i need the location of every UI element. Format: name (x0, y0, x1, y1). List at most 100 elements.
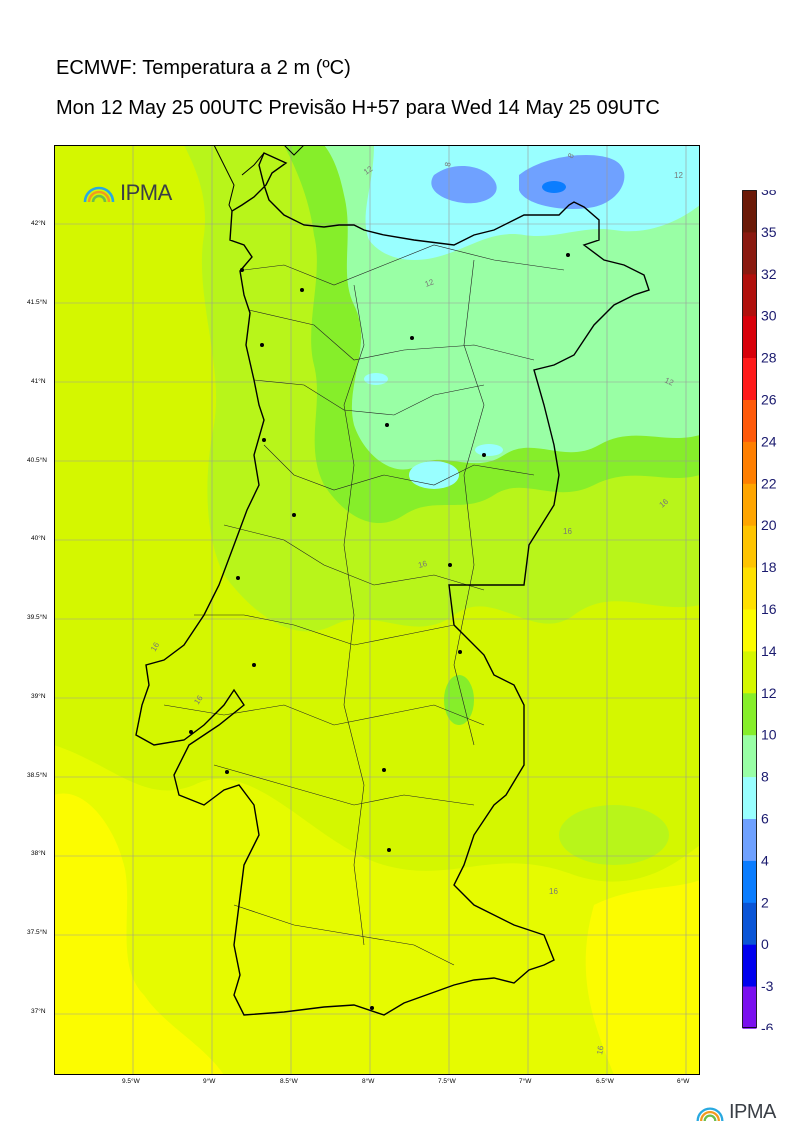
lat-tick: 41°N (31, 378, 46, 385)
colorbar-block (742, 525, 757, 568)
colorbar-block (742, 483, 757, 526)
colorbar-label: 24 (761, 433, 777, 449)
colorbar-block (742, 819, 757, 862)
colorbar-block (742, 316, 757, 359)
colorbar-label: 2 (761, 894, 769, 910)
rainbow-icon (696, 1106, 724, 1121)
galicia-coast (213, 145, 305, 212)
chart-subtitle: Mon 12 May 25 00UTC Previsão H+57 para W… (56, 97, 660, 119)
lon-tick: 8°W (362, 1078, 375, 1085)
field-18-west (54, 793, 224, 1075)
lat-tick: 40.5°N (27, 457, 47, 464)
cool-pocket (475, 444, 503, 456)
contour-label: 16 (563, 527, 572, 536)
colorbar-label: 26 (761, 392, 777, 408)
cool-pocket (409, 461, 459, 489)
field-4-6-northeast (542, 181, 566, 193)
lon-tick: 6°W (677, 1078, 690, 1085)
ipma-logo-map: IPMA (82, 180, 172, 206)
lon-tick: 7°W (519, 1078, 532, 1085)
colorbar-block (742, 400, 757, 443)
colorbar-block (742, 567, 757, 610)
lon-tick: 8.5°W (280, 1078, 298, 1085)
colorbar-block (742, 944, 757, 987)
lat-tick: 37.5°N (27, 929, 47, 936)
cool-pocket (364, 373, 388, 385)
contour-label: 12 (674, 171, 683, 180)
cool-pocket (559, 805, 669, 865)
ipma-logo-bottom: IPMA (695, 1101, 776, 1124)
district-boundaries (163, 244, 565, 966)
colorbar-blocks (742, 190, 757, 1029)
colorbar-label: 6 (761, 811, 769, 827)
colorbar-label: 32 (761, 266, 777, 282)
lat-tick: 38°N (31, 850, 46, 857)
colorbar-label: 10 (761, 727, 777, 743)
lat-tick: 40°N (31, 535, 46, 542)
colorbar-block (742, 902, 757, 945)
colorbar-label: 0 (761, 936, 769, 952)
colorbar-label: 14 (761, 643, 777, 659)
contour-label: 16 (595, 1044, 606, 1055)
portugal-border (135, 152, 650, 1016)
colorbar-label: 20 (761, 517, 777, 533)
city-points (189, 253, 570, 1010)
colorbar-block (742, 190, 757, 233)
map-frame (54, 145, 700, 1075)
field-6-8-northeast-2 (519, 155, 625, 210)
contour-label: 16 (417, 559, 428, 570)
graticule (54, 145, 700, 1075)
field-16-18-south (54, 745, 700, 1075)
lat-tick: 37°N (31, 1008, 46, 1015)
contour-label: 8 (443, 161, 453, 167)
contour-label: 16 (549, 887, 558, 896)
colorbar-label: 18 (761, 559, 777, 575)
colorbar-block (742, 860, 757, 904)
lon-tick: 6.5°W (596, 1078, 614, 1085)
lat-tick: 38.5°N (27, 772, 47, 779)
colorbar-label: 30 (761, 308, 777, 324)
colorbar-label: 12 (761, 685, 777, 701)
cool-pocket (444, 675, 474, 725)
colorbar-label: 28 (761, 350, 777, 366)
contour-label: 8 (566, 151, 576, 160)
colorbar-block (742, 358, 757, 401)
lon-tick: 9°W (203, 1078, 216, 1085)
colorbar-block (742, 777, 757, 820)
colorbar-frame (742, 190, 757, 1028)
logo-text: IPMA (120, 180, 172, 205)
colorbar-label: 38 (761, 190, 777, 198)
lat-tick: 39.5°N (27, 614, 47, 621)
colorbar-label: 35 (761, 224, 777, 240)
colorbar-label: 8 (761, 769, 769, 785)
colorbar-label: 16 (761, 601, 777, 617)
rainbow-icon (83, 186, 115, 203)
chart-title: ECMWF: Temperatura a 2 m (ºC) (56, 57, 351, 79)
colorbar-label: -3 (761, 978, 774, 994)
colorbar-block (742, 693, 757, 736)
contour-labels: 12 8 8 12 12 12 16 16 16 16 16 16 16 (149, 151, 684, 1055)
colorbar-block (742, 651, 757, 694)
field-18-southeast (585, 880, 700, 1075)
colorbar-label: -6 (761, 1020, 774, 1030)
colorbar-block (742, 735, 757, 778)
colorbar-block (742, 441, 757, 485)
lon-tick: 7.5°W (438, 1078, 456, 1085)
lat-tick: 42°N (31, 220, 46, 227)
logo-text: IPMA (729, 1101, 776, 1123)
colorbar-label: 4 (761, 852, 769, 868)
colorbar-block (742, 609, 757, 652)
colorbar-block (742, 232, 757, 275)
lat-tick: 41.5°N (27, 299, 47, 306)
field-6-8-northeast-1 (431, 165, 497, 204)
temperature-map: 12 8 8 12 12 12 16 16 16 16 16 16 16 (54, 145, 700, 1075)
contour-label: 12 (424, 277, 436, 289)
colorbar-label: 22 (761, 475, 777, 491)
colorbar-block (742, 274, 757, 317)
lat-tick: 39°N (31, 693, 46, 700)
colorbar-block (742, 986, 757, 1029)
contour-label: 12 (663, 376, 675, 388)
lon-tick: 9.5°W (122, 1078, 140, 1085)
